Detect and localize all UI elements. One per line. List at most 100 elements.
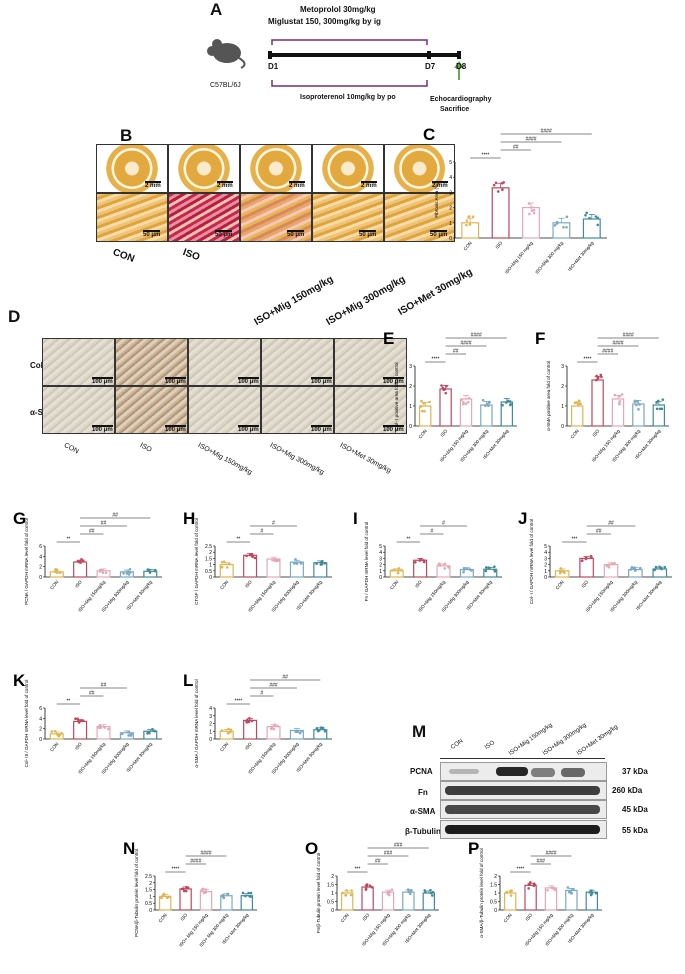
panel-label: H bbox=[183, 509, 195, 528]
sig-marker: ## bbox=[282, 675, 288, 681]
y-tick-label: 4 bbox=[39, 554, 42, 560]
data-point bbox=[492, 183, 496, 187]
data-point bbox=[462, 400, 465, 404]
data-point bbox=[588, 216, 591, 220]
data-point bbox=[98, 568, 102, 572]
data-point bbox=[184, 889, 188, 893]
data-point bbox=[607, 563, 611, 567]
data-point bbox=[605, 564, 609, 568]
x-tick-label: ISO bbox=[580, 579, 589, 589]
y-tick-label: 0 bbox=[331, 908, 334, 914]
data-point bbox=[589, 893, 593, 897]
data-point bbox=[76, 717, 79, 721]
data-point bbox=[151, 727, 154, 731]
y-tick-label: 2 bbox=[544, 563, 547, 569]
m-lane-label: ISO bbox=[484, 740, 496, 751]
y-tick-label: 2 bbox=[449, 206, 452, 212]
data-point bbox=[431, 894, 434, 897]
sig-marker: ** bbox=[406, 537, 410, 543]
data-point bbox=[658, 407, 662, 411]
x-tick-label: ISO bbox=[244, 579, 253, 589]
data-point bbox=[551, 886, 555, 890]
data-point bbox=[488, 400, 491, 404]
data-point bbox=[228, 562, 231, 566]
data-point bbox=[654, 565, 658, 569]
x-tick-label: ISO+Met 30mg/kg bbox=[125, 579, 153, 611]
data-point bbox=[653, 568, 657, 572]
sig-marker: **** bbox=[432, 357, 440, 363]
m-size-label: 45 kDa bbox=[622, 805, 648, 814]
y-tick-label: 0 bbox=[494, 908, 497, 914]
data-point bbox=[494, 181, 498, 185]
x-tick-label: ISO bbox=[524, 912, 533, 922]
panel-label: I bbox=[353, 509, 358, 528]
data-point bbox=[390, 569, 394, 572]
panel-label: O bbox=[305, 839, 318, 858]
data-point bbox=[204, 891, 207, 894]
data-point bbox=[532, 882, 536, 885]
data-point bbox=[530, 206, 533, 209]
bar bbox=[266, 558, 281, 578]
data-point bbox=[656, 399, 660, 403]
m-lane-label: CON bbox=[450, 738, 465, 751]
sig-marker: #### bbox=[471, 333, 482, 339]
y-tick-label: 3 bbox=[544, 556, 547, 562]
data-point bbox=[613, 562, 616, 565]
data-point bbox=[585, 211, 588, 215]
m-protein-label: β-Tubulin bbox=[405, 827, 441, 836]
data-point bbox=[447, 566, 450, 569]
data-point bbox=[579, 402, 582, 406]
data-point bbox=[465, 567, 469, 570]
data-point bbox=[319, 726, 323, 729]
data-point bbox=[50, 730, 54, 733]
data-point bbox=[350, 889, 353, 892]
data-point bbox=[229, 728, 233, 732]
y-axis-label: α-SMA/β-Tubulin protein level fold of co… bbox=[479, 848, 484, 937]
data-point bbox=[508, 400, 512, 403]
data-point bbox=[481, 398, 485, 402]
x-tick-label: ISO bbox=[361, 912, 370, 922]
sig-marker: #### bbox=[525, 137, 536, 143]
data-point bbox=[222, 896, 226, 900]
y-tick-label: 0 bbox=[544, 575, 547, 581]
sig-marker: **** bbox=[482, 153, 490, 159]
bar bbox=[591, 379, 604, 427]
data-point bbox=[467, 396, 471, 400]
sig-marker: # bbox=[430, 529, 433, 535]
bar bbox=[158, 895, 172, 911]
data-point bbox=[365, 884, 368, 887]
data-point bbox=[273, 723, 277, 726]
x-tick-label: ISO bbox=[74, 579, 83, 589]
x-tick-label: CON bbox=[49, 741, 59, 752]
y-tick-label: 0 bbox=[209, 575, 212, 581]
d-row-label: Col- I bbox=[30, 361, 50, 370]
data-point bbox=[460, 398, 463, 402]
data-point bbox=[420, 409, 424, 413]
y-tick-label: 0 bbox=[149, 908, 152, 914]
bar bbox=[491, 187, 510, 239]
timeline-diagram bbox=[207, 39, 464, 87]
data-point bbox=[617, 402, 621, 405]
bar bbox=[632, 403, 645, 427]
data-point bbox=[153, 729, 157, 733]
data-point bbox=[465, 219, 469, 222]
data-point bbox=[445, 384, 448, 388]
data-point bbox=[56, 571, 59, 575]
x-tick-label: ISO bbox=[591, 428, 600, 438]
bar bbox=[418, 405, 432, 427]
data-point bbox=[341, 891, 345, 895]
data-point bbox=[529, 881, 532, 884]
y-tick-label: 4 bbox=[379, 550, 382, 556]
data-point bbox=[122, 572, 125, 575]
data-point bbox=[107, 727, 110, 731]
data-point bbox=[655, 407, 659, 411]
y-tick-label: 0 bbox=[209, 737, 212, 743]
data-point bbox=[500, 181, 504, 185]
data-point bbox=[160, 896, 163, 900]
data-point bbox=[566, 886, 570, 889]
sig-marker: ## bbox=[89, 529, 95, 535]
data-point bbox=[633, 400, 637, 404]
d-group-label: ISO bbox=[138, 442, 153, 454]
data-point bbox=[315, 726, 319, 730]
data-point bbox=[655, 401, 658, 404]
